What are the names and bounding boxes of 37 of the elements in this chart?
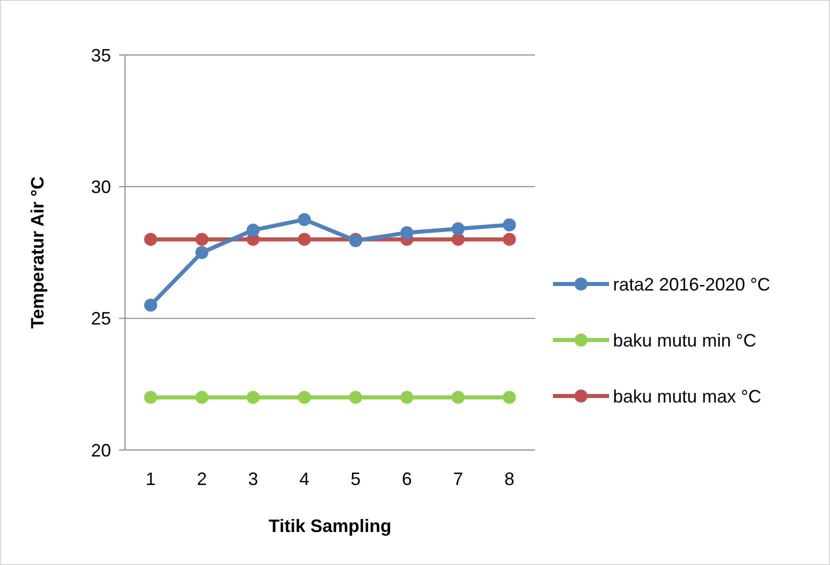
point <box>298 213 311 226</box>
point <box>349 390 362 404</box>
x-tick-label: 7 <box>453 469 464 489</box>
point <box>298 232 311 246</box>
y-tick-label: 35 <box>90 45 111 66</box>
point <box>144 298 158 312</box>
legend-label: baku mutu max °C <box>613 386 762 406</box>
point <box>246 224 260 237</box>
point <box>195 246 208 259</box>
x-tick-label: 8 <box>504 469 514 489</box>
legend-label: baku mutu min °C <box>613 330 756 350</box>
point <box>400 226 414 240</box>
y-axis-title: Temperatur Air °C <box>27 176 48 329</box>
point <box>246 390 260 404</box>
point <box>298 390 311 404</box>
point <box>452 390 465 404</box>
point <box>195 232 208 246</box>
point <box>144 232 158 246</box>
x-tick-label: 6 <box>402 469 412 489</box>
x-tick-label: 1 <box>146 469 156 489</box>
legend-label: rata2 2016-2020 °C <box>613 274 770 294</box>
point <box>502 232 516 246</box>
point <box>144 390 158 404</box>
x-tick-label: 2 <box>196 469 207 489</box>
point <box>452 222 465 236</box>
point <box>502 218 516 232</box>
point <box>502 390 516 404</box>
point <box>195 390 208 404</box>
y-tick-label: 25 <box>90 308 111 329</box>
point <box>400 390 414 404</box>
y-tick-label: 30 <box>90 176 111 197</box>
x-tick-label: 5 <box>350 469 361 489</box>
y-tick-label: 20 <box>90 440 111 460</box>
point <box>452 232 465 246</box>
x-tick-label: 3 <box>248 469 258 489</box>
x-tick-label: 4 <box>299 469 310 489</box>
x-axis-title: Titik Sampling <box>268 516 392 536</box>
